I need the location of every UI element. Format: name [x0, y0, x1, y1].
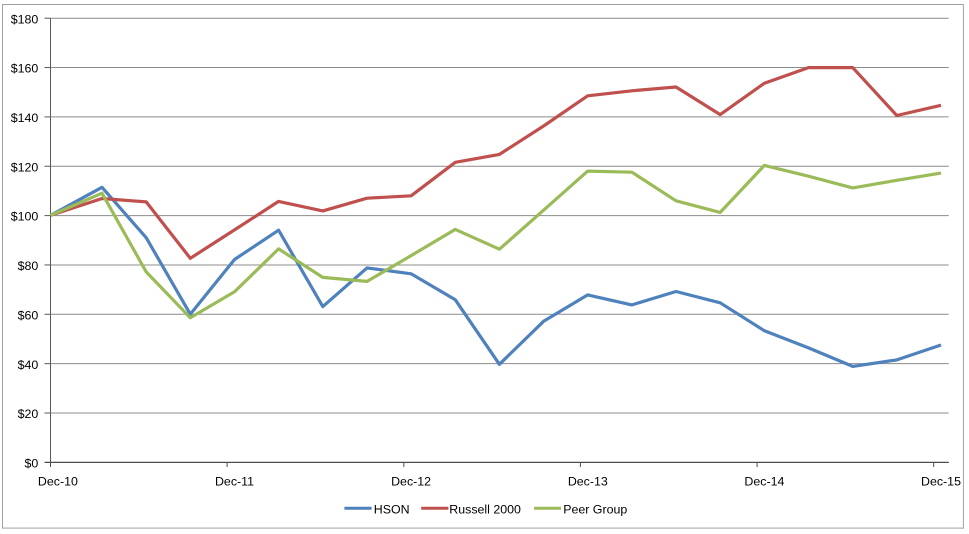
svg-text:$160: $160 [11, 62, 39, 76]
svg-text:$140: $140 [11, 111, 39, 125]
svg-text:Dec-13: Dec-13 [568, 474, 608, 488]
svg-text:$0: $0 [25, 456, 39, 470]
svg-text:Dec-11: Dec-11 [215, 474, 254, 488]
svg-text:$120: $120 [11, 160, 39, 174]
svg-text:Dec-10: Dec-10 [38, 474, 78, 488]
svg-text:$80: $80 [18, 259, 39, 273]
svg-text:Peer Group: Peer Group [563, 502, 627, 516]
svg-text:$100: $100 [11, 210, 39, 224]
svg-text:$60: $60 [18, 308, 39, 322]
svg-text:HSON: HSON [374, 502, 410, 516]
svg-text:Dec-14: Dec-14 [744, 474, 784, 488]
svg-text:$180: $180 [11, 12, 39, 26]
svg-text:Dec-12: Dec-12 [391, 474, 431, 488]
svg-text:$40: $40 [18, 358, 39, 372]
svg-text:Dec-15: Dec-15 [921, 474, 961, 488]
svg-text:$20: $20 [18, 407, 39, 421]
svg-text:Russell 2000: Russell 2000 [449, 502, 521, 516]
